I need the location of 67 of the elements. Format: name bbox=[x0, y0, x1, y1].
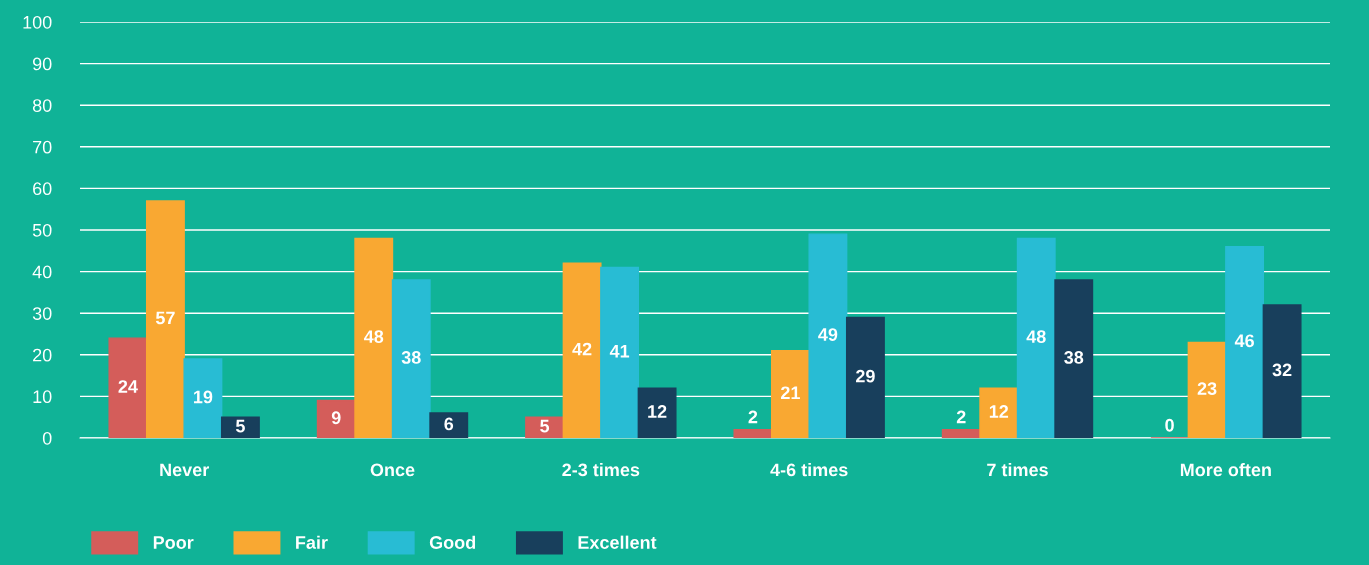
data-label: 38 bbox=[401, 351, 421, 364]
y-tick-label: 100 bbox=[23, 15, 52, 29]
y-tick-label: 10 bbox=[33, 390, 52, 404]
bar bbox=[1262, 304, 1302, 438]
data-label: 42 bbox=[572, 342, 592, 356]
bar bbox=[808, 233, 848, 438]
bar bbox=[145, 200, 185, 438]
data-label: 5 bbox=[235, 419, 245, 433]
bar bbox=[733, 428, 773, 438]
data-label: 41 bbox=[609, 344, 630, 358]
x-tick-label: 4-6 times bbox=[770, 463, 848, 477]
data-label: 19 bbox=[194, 390, 213, 404]
bar bbox=[220, 416, 260, 438]
bar bbox=[391, 279, 431, 438]
y-tick-label: 0 bbox=[42, 431, 52, 445]
data-label: 57 bbox=[155, 311, 175, 325]
bar bbox=[1016, 237, 1056, 438]
data-label: 29 bbox=[856, 369, 875, 383]
bar bbox=[979, 387, 1019, 438]
bar bbox=[429, 412, 469, 438]
bar bbox=[562, 262, 602, 438]
x-tick-label: Once bbox=[370, 463, 415, 477]
data-label: 5 bbox=[540, 419, 550, 433]
data-label: 32 bbox=[1272, 363, 1292, 377]
data-label: 48 bbox=[1026, 330, 1046, 344]
bar bbox=[183, 358, 223, 438]
data-label: 2 bbox=[748, 410, 758, 424]
data-label: 21 bbox=[781, 386, 800, 399]
data-label: 0 bbox=[1165, 418, 1174, 432]
legend-label: Excellent bbox=[578, 535, 657, 549]
y-tick-label: 90 bbox=[32, 57, 52, 71]
y-tick-label: 40 bbox=[32, 265, 52, 279]
y-tick-label: 50 bbox=[32, 223, 52, 237]
x-tick-label: More often bbox=[1180, 463, 1271, 477]
bar bbox=[316, 399, 356, 438]
bar bbox=[770, 349, 810, 438]
data-label: 2 bbox=[956, 410, 966, 424]
bar bbox=[1054, 279, 1094, 438]
bar bbox=[941, 428, 981, 438]
y-tick-label: 30 bbox=[32, 307, 52, 320]
bar bbox=[108, 337, 148, 438]
y-tick-label: 20 bbox=[33, 348, 52, 362]
data-label: 12 bbox=[648, 405, 667, 418]
data-label: 48 bbox=[363, 330, 384, 344]
legend-label: Poor bbox=[153, 536, 194, 549]
data-label: 46 bbox=[1234, 334, 1254, 348]
data-label: 6 bbox=[444, 417, 454, 431]
data-label: 9 bbox=[331, 411, 341, 425]
y-tick-label: 80 bbox=[32, 99, 52, 112]
bar bbox=[1225, 245, 1265, 438]
bar bbox=[637, 387, 677, 438]
x-tick-label: 2-3 times bbox=[562, 463, 640, 477]
bar bbox=[845, 316, 885, 438]
data-label: 49 bbox=[818, 328, 838, 341]
legend-label: Good bbox=[429, 535, 476, 549]
y-tick-label: 70 bbox=[33, 140, 52, 154]
legend-label: Fair bbox=[296, 535, 328, 549]
bar bbox=[600, 266, 640, 438]
data-label: 12 bbox=[989, 405, 1009, 418]
x-tick-label: 7 times bbox=[987, 463, 1048, 477]
data-label: 24 bbox=[118, 380, 138, 393]
x-tick-label: Never bbox=[160, 463, 209, 477]
data-label: 23 bbox=[1197, 382, 1217, 396]
bar bbox=[1187, 341, 1227, 438]
bar bbox=[354, 237, 394, 438]
data-label: 38 bbox=[1064, 351, 1084, 364]
y-tick-label: 60 bbox=[33, 182, 52, 196]
